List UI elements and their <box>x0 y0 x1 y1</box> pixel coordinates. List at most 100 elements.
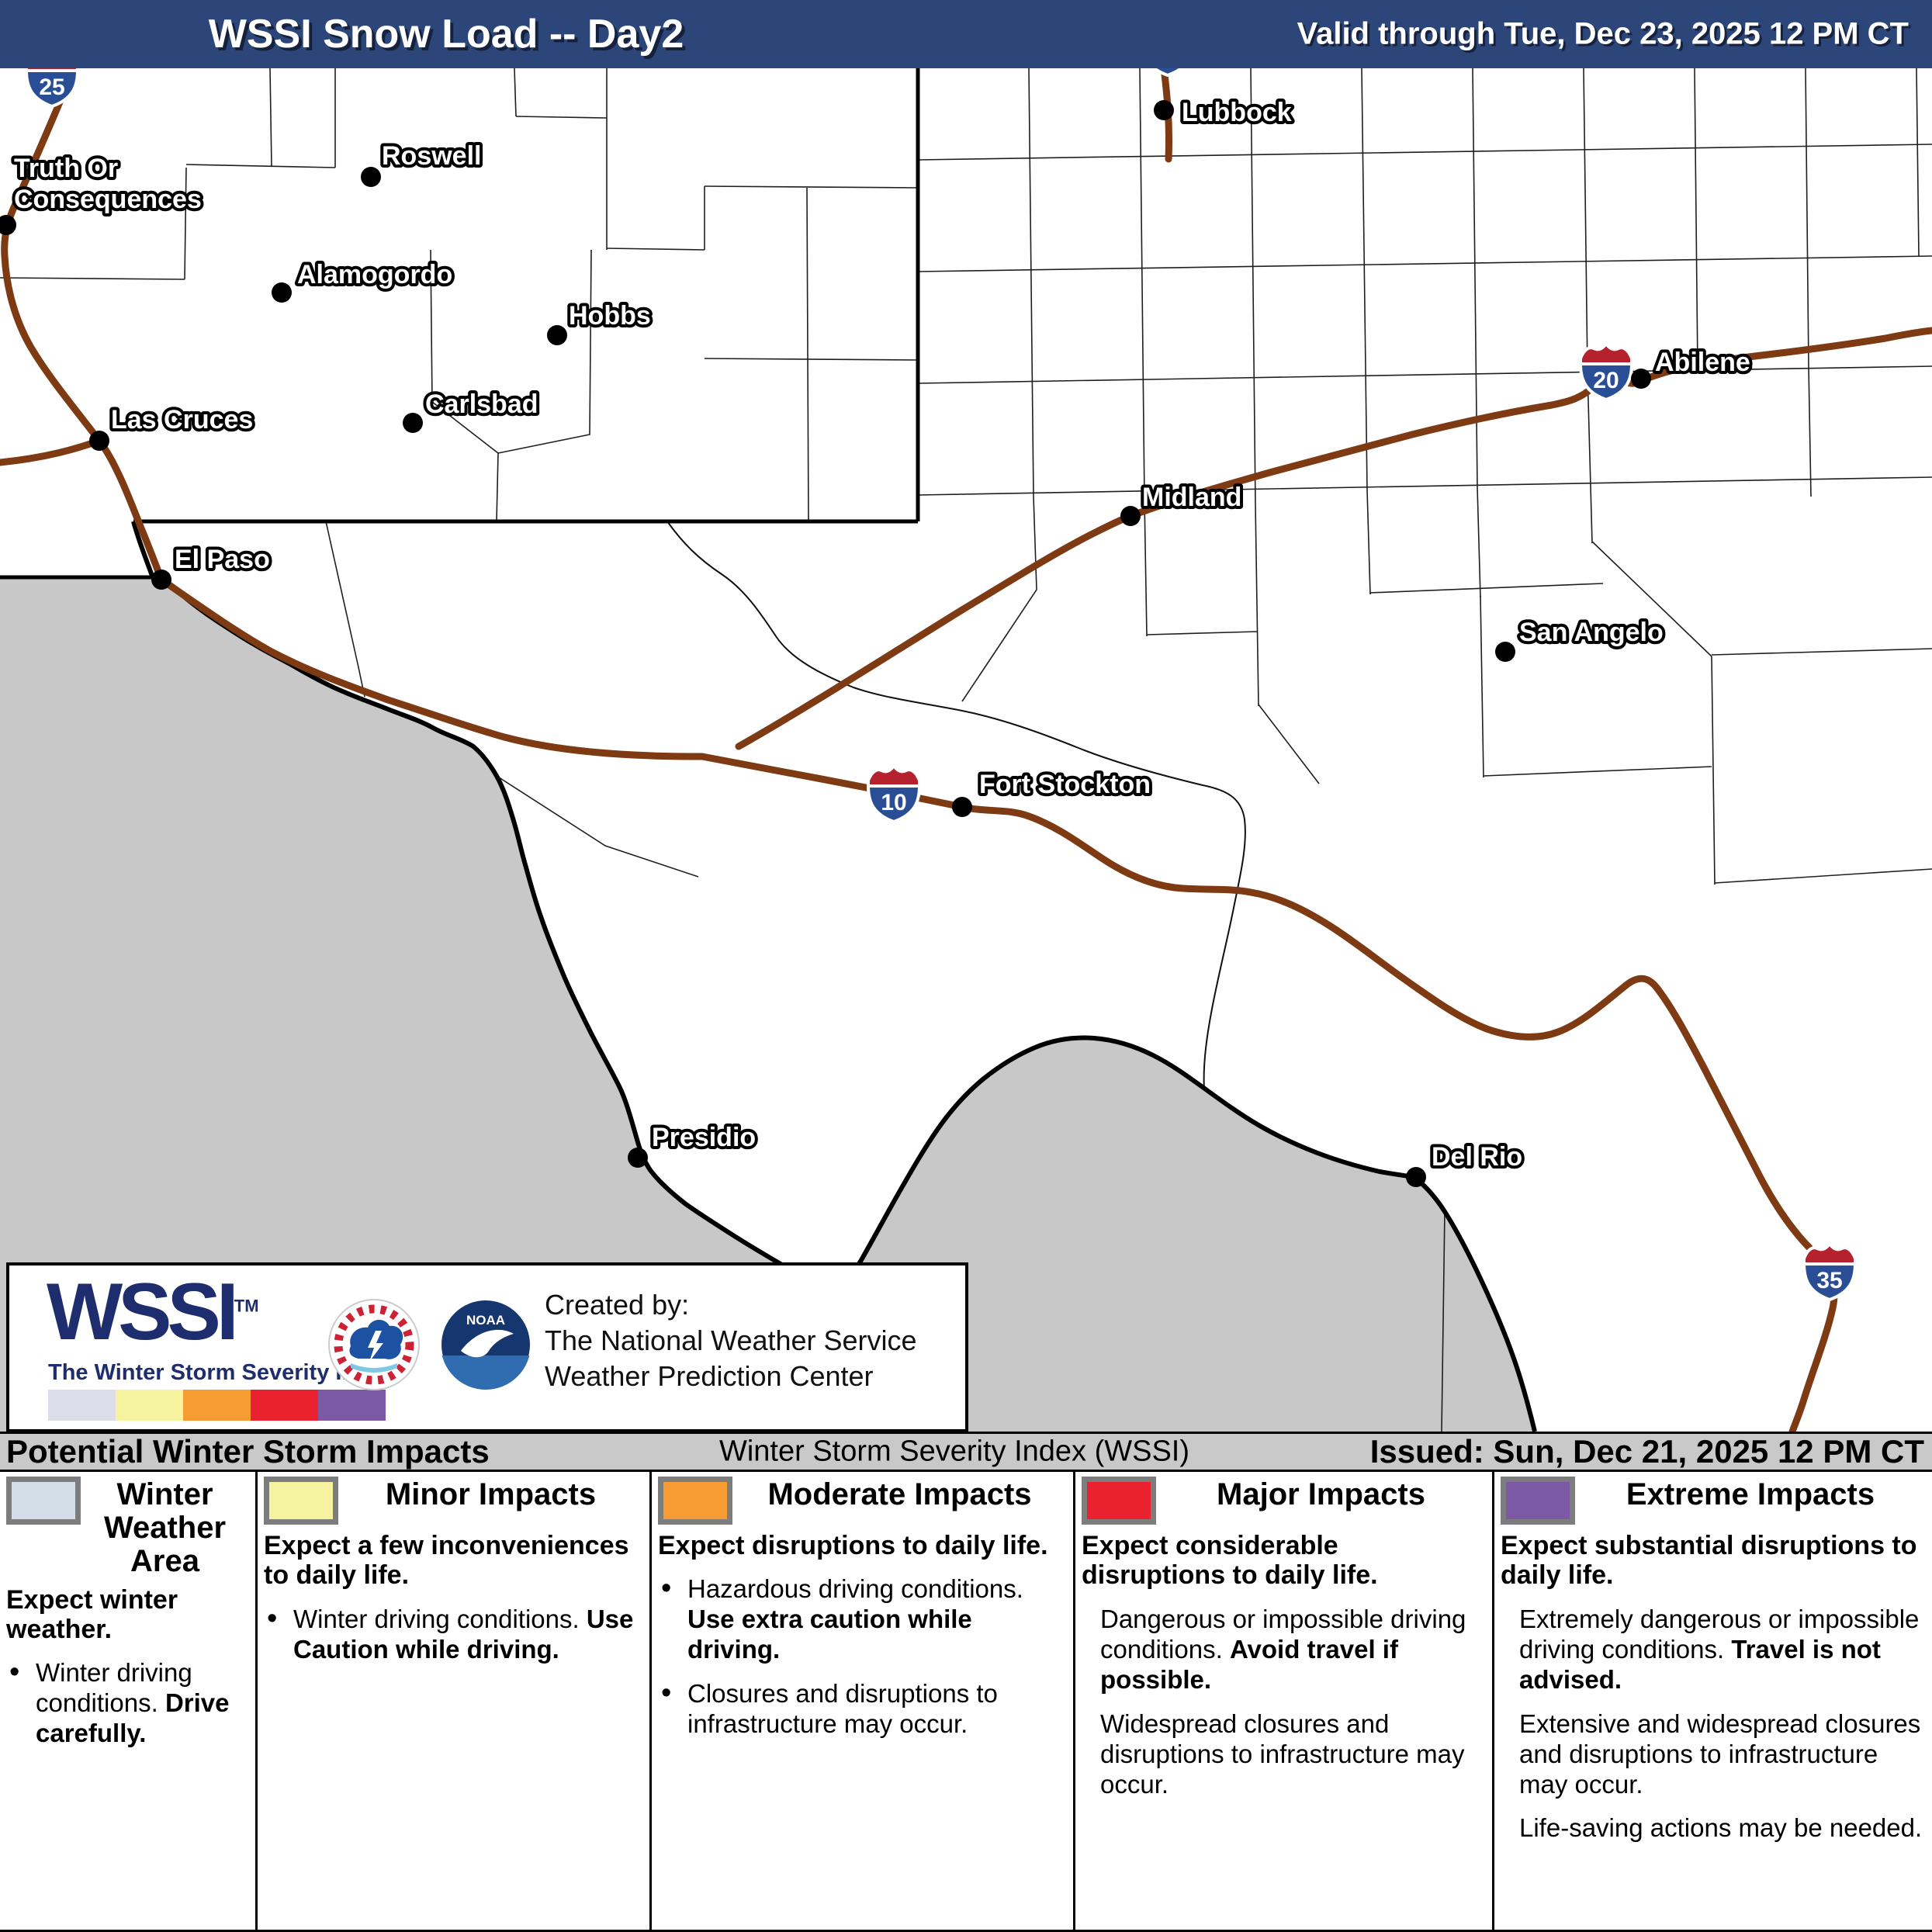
page-title: WSSI Snow Load -- Day2 <box>208 12 684 57</box>
legend-item: Extremely dangerous or impossible drivin… <box>1519 1604 1920 1694</box>
city-marker: Lubbock <box>1154 95 1295 130</box>
pecos-river <box>667 521 1246 1090</box>
legend-column: Extreme Impacts Expect substantial disrup… <box>1494 1472 1932 1930</box>
status-bar-subtitle: Winter Storm Severity Index (WSSI) <box>718 1435 1190 1468</box>
city-marker: Midland <box>1120 480 1245 526</box>
city-label: San Angelo <box>1519 618 1664 647</box>
legend-title: Major Impacts <box>1217 1477 1425 1511</box>
city-label: Lubbock <box>1182 98 1292 127</box>
legend-item: Dangerous or impossible driving conditio… <box>1100 1604 1466 1694</box>
legend-lead: Expect a few inconveniences to daily lif… <box>264 1531 629 1591</box>
city-label: Fort Stockton <box>979 770 1151 799</box>
road-i20 <box>735 327 1932 750</box>
city-dot <box>628 1148 648 1168</box>
severity-strip-cell <box>48 1390 116 1421</box>
road-i25 <box>1 64 165 583</box>
city-dot <box>1120 506 1141 526</box>
impacts-legend: Winter Weather Area Expect winter weather… <box>0 1472 1932 1932</box>
state-borders <box>0 68 1537 1432</box>
valid-through-text: Valid through Tue, Dec 23, 2025 12 PM CT <box>1297 16 1909 51</box>
city-label: Roswell <box>382 141 481 171</box>
city-dot <box>89 431 109 451</box>
wssi-severity-strip <box>48 1390 386 1421</box>
county-lines <box>0 68 1932 1432</box>
road-i10-main <box>698 753 1838 1432</box>
city-dot <box>1154 100 1174 120</box>
legend-item: • Winter driving conditions. Drive carefu… <box>9 1656 230 1748</box>
city-dot <box>547 325 567 345</box>
created-by-line: Weather Prediction Center <box>545 1360 874 1393</box>
legend-swatch <box>6 1477 81 1525</box>
city-label: Consequences <box>14 185 202 214</box>
city-marker: Abilene <box>1631 345 1754 389</box>
svg-text:35: 35 <box>1816 1268 1842 1293</box>
city-marker: Del Rio <box>1406 1139 1525 1187</box>
city-label: Del Rio <box>1432 1142 1522 1172</box>
wssi-wordmark: WSSITM <box>47 1267 259 1357</box>
city-dot <box>1631 369 1651 389</box>
bullet-icon: • <box>661 1572 672 1605</box>
wssi-logo-box: WSSITM The Winter Storm Severity Index N… <box>6 1262 968 1432</box>
legend-column: Winter Weather Area Expect winter weather… <box>0 1472 258 1930</box>
legend-item: • Winter driving conditions. Use Caution … <box>267 1601 634 1664</box>
legend-title: Winter Weather Area <box>103 1477 227 1579</box>
legend-lead: Expect substantial disruptions to daily … <box>1501 1531 1917 1591</box>
trademark-symbol: TM <box>234 1296 259 1316</box>
legend-item: • Hazardous driving conditions. Use extra… <box>661 1572 1023 1664</box>
city-label: Truth Or <box>14 154 118 183</box>
legend-title: Minor Impacts <box>385 1477 597 1511</box>
city-marker: Hobbs <box>547 298 654 345</box>
road-i10-west <box>0 437 103 466</box>
city-marker: Alamogordo <box>272 257 455 303</box>
city-label: El Paso <box>175 545 270 574</box>
legend-item: Extensive and widespread closures and di… <box>1519 1709 1921 1799</box>
legend-item: • Closures and disruptions to infrastruct… <box>661 1677 998 1739</box>
road-i10-border <box>158 576 706 760</box>
created-by-line: The National Weather Service <box>545 1324 917 1357</box>
svg-text:25: 25 <box>39 74 64 100</box>
legend-lead: Expect disruptions to daily life. <box>658 1531 1048 1560</box>
bullet-icon: • <box>9 1656 20 1689</box>
city-label: Abilene <box>1655 348 1750 377</box>
legend-column: Moderate Impacts Expect disruptions to da… <box>652 1472 1075 1930</box>
svg-text:20: 20 <box>1593 368 1619 393</box>
city-marker: Roswell <box>361 138 484 187</box>
city-dot <box>0 215 16 235</box>
city-label: Hobbs <box>569 301 651 331</box>
legend-swatch <box>1082 1477 1156 1525</box>
noaa-logo-icon: NOAA <box>440 1299 531 1390</box>
status-bar-title: Potential Winter Storm Impacts <box>6 1433 490 1470</box>
legend-item: Widespread closures and disruptions to i… <box>1100 1709 1465 1799</box>
city-label: Presidio <box>652 1123 756 1152</box>
svg-text:10: 10 <box>881 790 906 815</box>
city-dot <box>151 570 171 590</box>
mexico-region <box>0 576 1535 1432</box>
city-marker: Presidio <box>628 1120 759 1168</box>
legend-column: Major Impacts Expect considerable disrupt… <box>1075 1472 1494 1930</box>
city-marker: Fort Stockton <box>952 767 1154 817</box>
city-dot <box>1406 1167 1426 1187</box>
legend-item: Life-saving actions may be needed. <box>1519 1813 1923 1843</box>
svg-text:NOAA: NOAA <box>466 1313 505 1328</box>
city-marker: Carlsbad <box>403 386 542 433</box>
legend-swatch <box>264 1477 338 1525</box>
rio-grande-border <box>131 521 1537 1432</box>
legend-column: Minor Impacts Expect a few inconveniences… <box>258 1472 652 1930</box>
legend-swatch <box>658 1477 732 1525</box>
legend-title: Moderate Impacts <box>767 1477 1032 1511</box>
city-label: Alamogordo <box>297 260 452 289</box>
city-marker: San Angelo <box>1495 615 1667 662</box>
city-label: Carlsbad <box>425 390 538 419</box>
city-dot <box>361 167 381 187</box>
city-label: Midland <box>1142 483 1241 512</box>
city-dot <box>1495 642 1515 662</box>
legend-lead: Expect considerable disruptions to daily… <box>1082 1531 1378 1591</box>
bullet-icon: • <box>267 1601 278 1635</box>
interstate-shield-icon: 10 <box>867 764 921 823</box>
created-by-text: Created by: The National Weather Service W… <box>545 1287 917 1394</box>
legend-title: Extreme Impacts <box>1626 1477 1875 1511</box>
